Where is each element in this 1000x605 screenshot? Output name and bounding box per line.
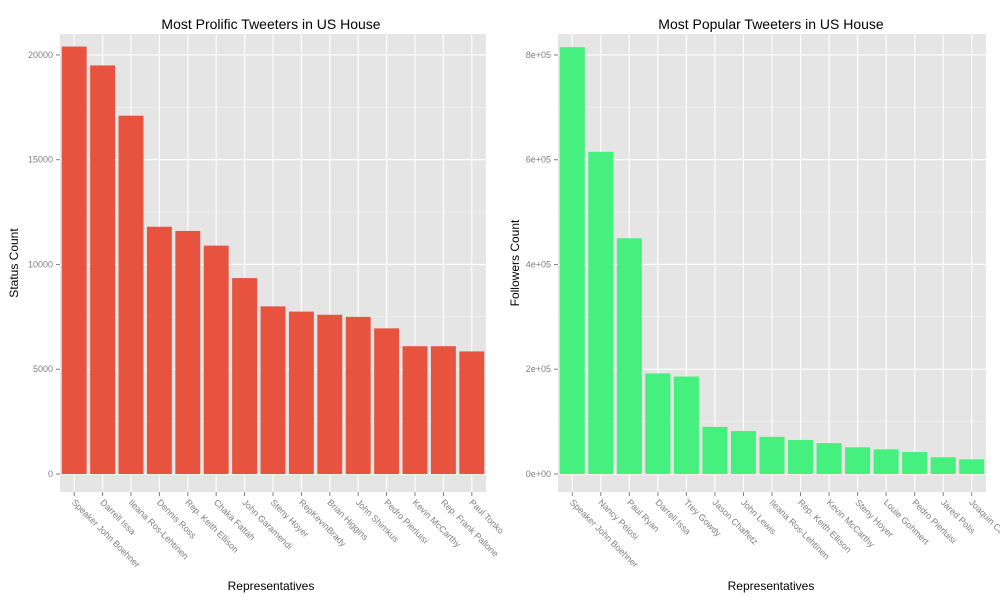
x-tick-label: Rep. Keith Ellison <box>796 497 853 554</box>
y-axis-title: Followers Count <box>508 219 522 306</box>
bar-5 <box>673 376 699 474</box>
y-tick-label: 2e+05 <box>526 364 551 374</box>
bar-8 <box>260 306 286 474</box>
bar-15 <box>459 351 485 474</box>
bar-12 <box>374 328 400 474</box>
bar-6 <box>702 426 728 474</box>
y-tick-label: 6e+05 <box>526 155 551 165</box>
bar-3 <box>616 238 642 474</box>
bar-1 <box>559 47 585 474</box>
bar-14 <box>430 346 456 474</box>
bar-15 <box>959 459 985 474</box>
bar-9 <box>788 439 814 474</box>
chart-title: Most Prolific Tweeters in US House <box>161 16 380 32</box>
bar-10 <box>816 443 842 474</box>
bar-12 <box>873 449 899 474</box>
bar-4 <box>645 373 671 474</box>
y-tick-label: 0 <box>48 469 53 479</box>
y-tick-label: 20000 <box>28 50 53 60</box>
bar-14 <box>930 457 956 474</box>
bar-9 <box>288 311 314 474</box>
y-tick-label: 10000 <box>28 259 53 269</box>
bar-5 <box>175 230 201 474</box>
bar-8 <box>759 436 785 474</box>
x-axis-title: Representatives <box>728 579 815 593</box>
bar-7 <box>730 431 756 474</box>
bar-13 <box>402 346 428 474</box>
bar-4 <box>146 226 172 474</box>
bar-11 <box>345 316 371 474</box>
x-tick-label: Joaquin Castro <box>967 497 1000 547</box>
bar-11 <box>845 447 871 474</box>
y-tick-label: 4e+05 <box>526 259 551 269</box>
bar-7 <box>232 278 258 474</box>
x-axis-title: Representatives <box>228 579 315 593</box>
bar-10 <box>317 314 343 474</box>
x-tick-label: John Garamendi <box>240 497 294 551</box>
bar-2 <box>90 65 116 474</box>
bar-3 <box>118 115 144 474</box>
bar-1 <box>61 46 87 474</box>
bar-6 <box>203 245 229 474</box>
y-tick-label: 15000 <box>28 155 53 165</box>
y-axis-title: Status Count <box>7 228 21 298</box>
y-tick-label: 5000 <box>33 364 53 374</box>
bar-13 <box>902 452 928 474</box>
y-tick-label: 0e+00 <box>526 469 551 479</box>
bar-2 <box>588 151 614 474</box>
chart-title: Most Popular Tweeters in US House <box>658 16 884 32</box>
y-tick-label: 8e+05 <box>526 50 551 60</box>
